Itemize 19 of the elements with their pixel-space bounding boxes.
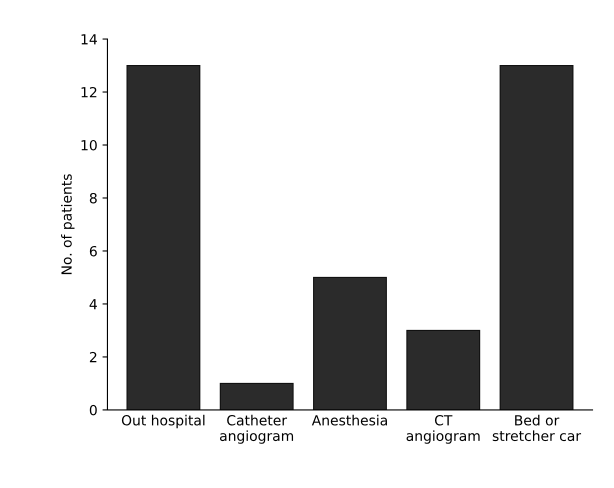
y-tick-label: 12 xyxy=(82,86,96,98)
bar xyxy=(500,64,574,410)
y-tick-label: 10 xyxy=(82,140,97,150)
y-tick-label: 2 xyxy=(90,352,96,362)
bar xyxy=(126,64,200,410)
bar xyxy=(313,276,387,410)
x-tick-label: Bed or stretcher car xyxy=(492,414,582,442)
y-tick-label: 8 xyxy=(90,192,97,204)
y-tick-label: 6 xyxy=(90,246,97,256)
x-tick-label: Anesthesia xyxy=(312,414,387,426)
bar xyxy=(220,382,294,410)
y-axis-title: No. of patients xyxy=(61,174,74,274)
x-tick-label: Out hospital xyxy=(122,414,204,428)
x-tick-label: CT angiogram xyxy=(406,415,480,444)
y-tick-label: 0 xyxy=(90,404,97,416)
y-tick-label: 14 xyxy=(82,34,97,44)
bar xyxy=(406,330,480,410)
x-tick-label: Catheter angiogram xyxy=(220,414,294,444)
y-tick-label: 4 xyxy=(90,299,97,310)
